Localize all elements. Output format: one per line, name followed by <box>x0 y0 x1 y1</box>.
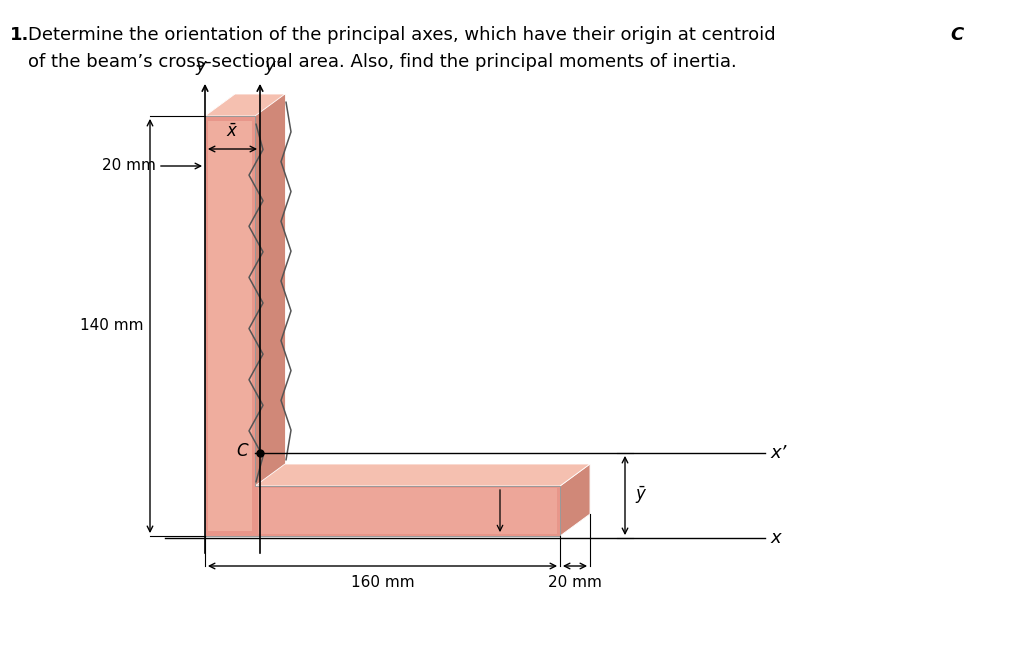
Polygon shape <box>205 94 234 536</box>
Text: $\bar{x}$: $\bar{x}$ <box>226 123 239 141</box>
Text: 20 mm: 20 mm <box>548 575 602 590</box>
Polygon shape <box>255 464 590 486</box>
Polygon shape <box>258 488 557 534</box>
Text: C: C <box>237 442 248 460</box>
Polygon shape <box>234 94 590 514</box>
Text: of the beam’s cross-sectional area. Also, find the principal moments of inertia.: of the beam’s cross-sectional area. Also… <box>28 53 736 71</box>
Polygon shape <box>205 514 590 536</box>
Text: $\bar{y}$: $\bar{y}$ <box>635 484 647 506</box>
Text: x’: x’ <box>770 444 786 462</box>
Text: 160 mm: 160 mm <box>350 575 415 590</box>
Text: C: C <box>950 26 964 44</box>
Text: 20 mm: 20 mm <box>102 158 156 174</box>
Polygon shape <box>205 116 560 536</box>
Text: Determine the orientation of the principal axes, which have their origin at cent: Determine the orientation of the princip… <box>28 26 781 44</box>
Text: y: y <box>196 57 206 75</box>
Text: x: x <box>770 529 780 547</box>
Text: 140 mm: 140 mm <box>81 319 144 333</box>
Polygon shape <box>205 94 285 116</box>
Text: 1.: 1. <box>10 26 30 44</box>
Polygon shape <box>208 121 252 531</box>
Text: y’: y’ <box>264 57 281 75</box>
Polygon shape <box>560 464 590 536</box>
